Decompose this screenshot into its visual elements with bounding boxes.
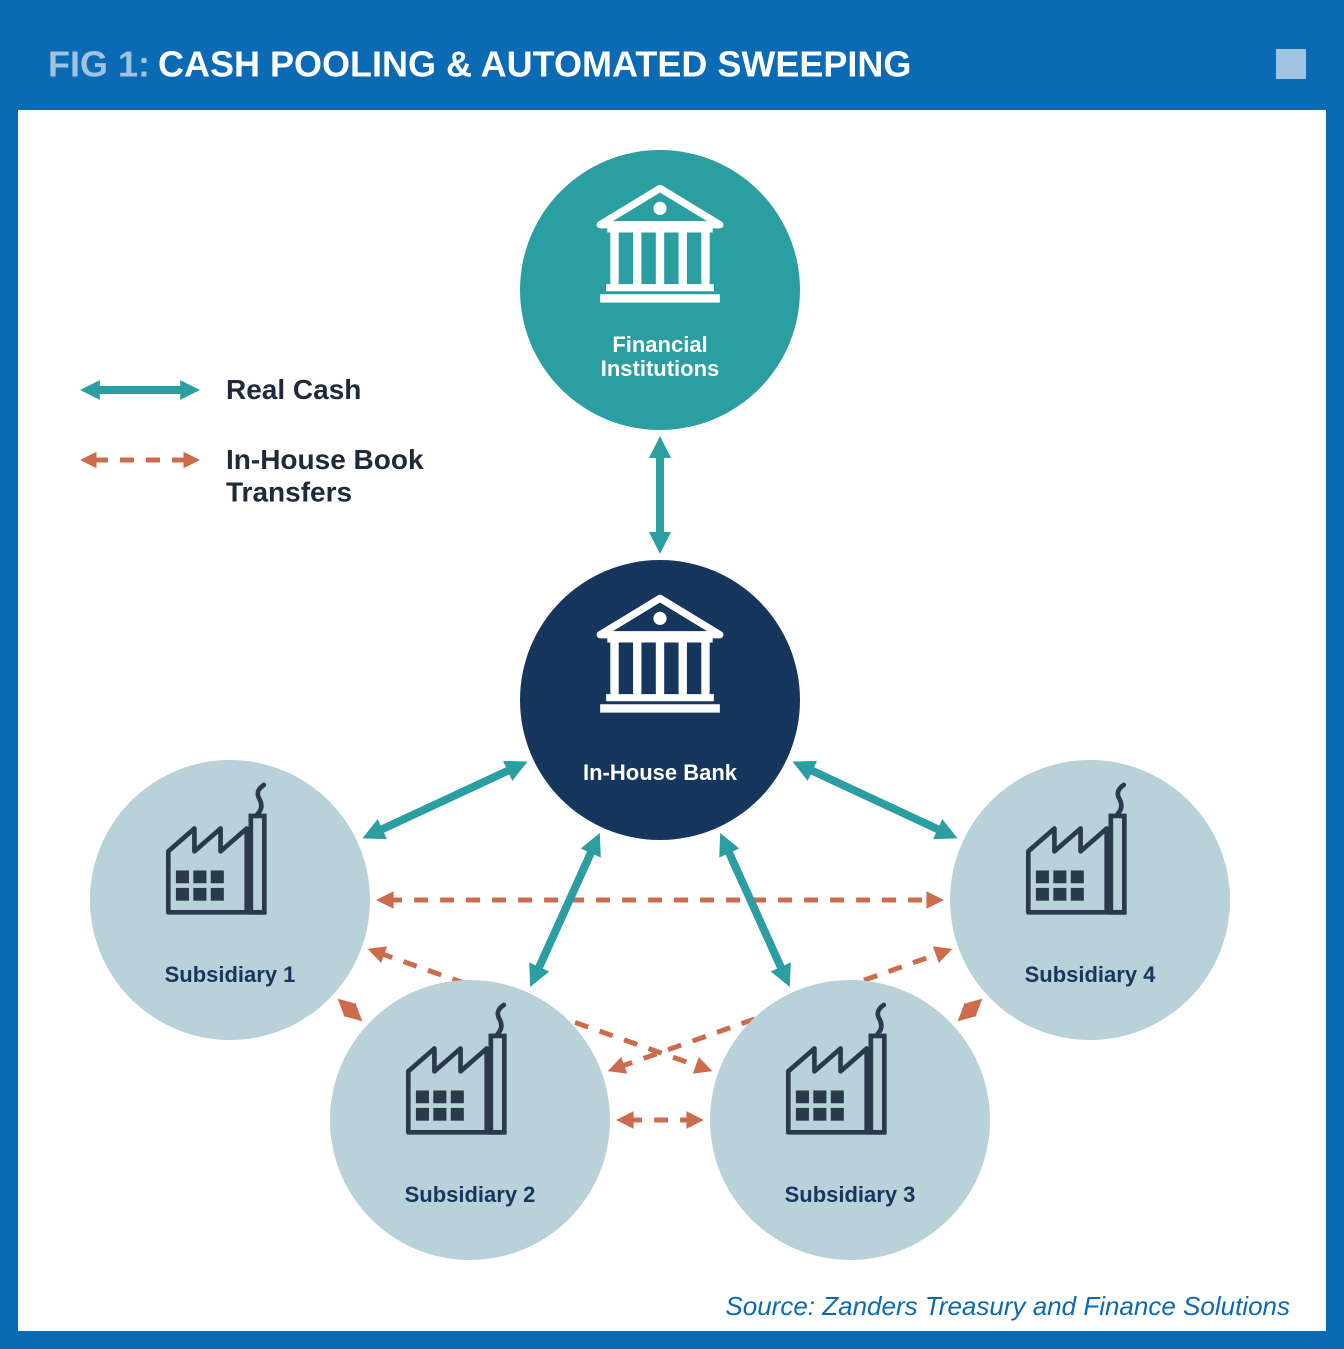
title-corner-square	[1276, 49, 1306, 79]
node-fin: FinancialInstitutions	[520, 150, 800, 430]
node-label: In-House Bank	[583, 760, 738, 785]
node-sub2: Subsidiary 2	[330, 980, 610, 1260]
node-sub1: Subsidiary 1	[90, 760, 370, 1040]
svg-text:FIG 1:: FIG 1:	[48, 44, 150, 85]
node-sub3: Subsidiary 3	[710, 980, 990, 1260]
node-label: Subsidiary 3	[785, 1182, 916, 1207]
node-label: Subsidiary 2	[405, 1182, 536, 1207]
node-label: Subsidiary 1	[165, 962, 296, 987]
node-label: FinancialInstitutions	[601, 332, 720, 381]
figure-title: FIG 1: CASH POOLING & AUTOMATED SWEEPING	[48, 44, 911, 85]
svg-text:CASH POOLING & AUTOMATED SWEEP: CASH POOLING & AUTOMATED SWEEPING	[158, 44, 911, 85]
node-label: Subsidiary 4	[1025, 962, 1157, 987]
source-text: Source: Zanders Treasury and Finance Sol…	[725, 1291, 1290, 1321]
svg-text:Real Cash: Real Cash	[226, 374, 361, 405]
node-ihb: In-House Bank	[520, 560, 800, 840]
node-sub4: Subsidiary 4	[950, 760, 1230, 1040]
